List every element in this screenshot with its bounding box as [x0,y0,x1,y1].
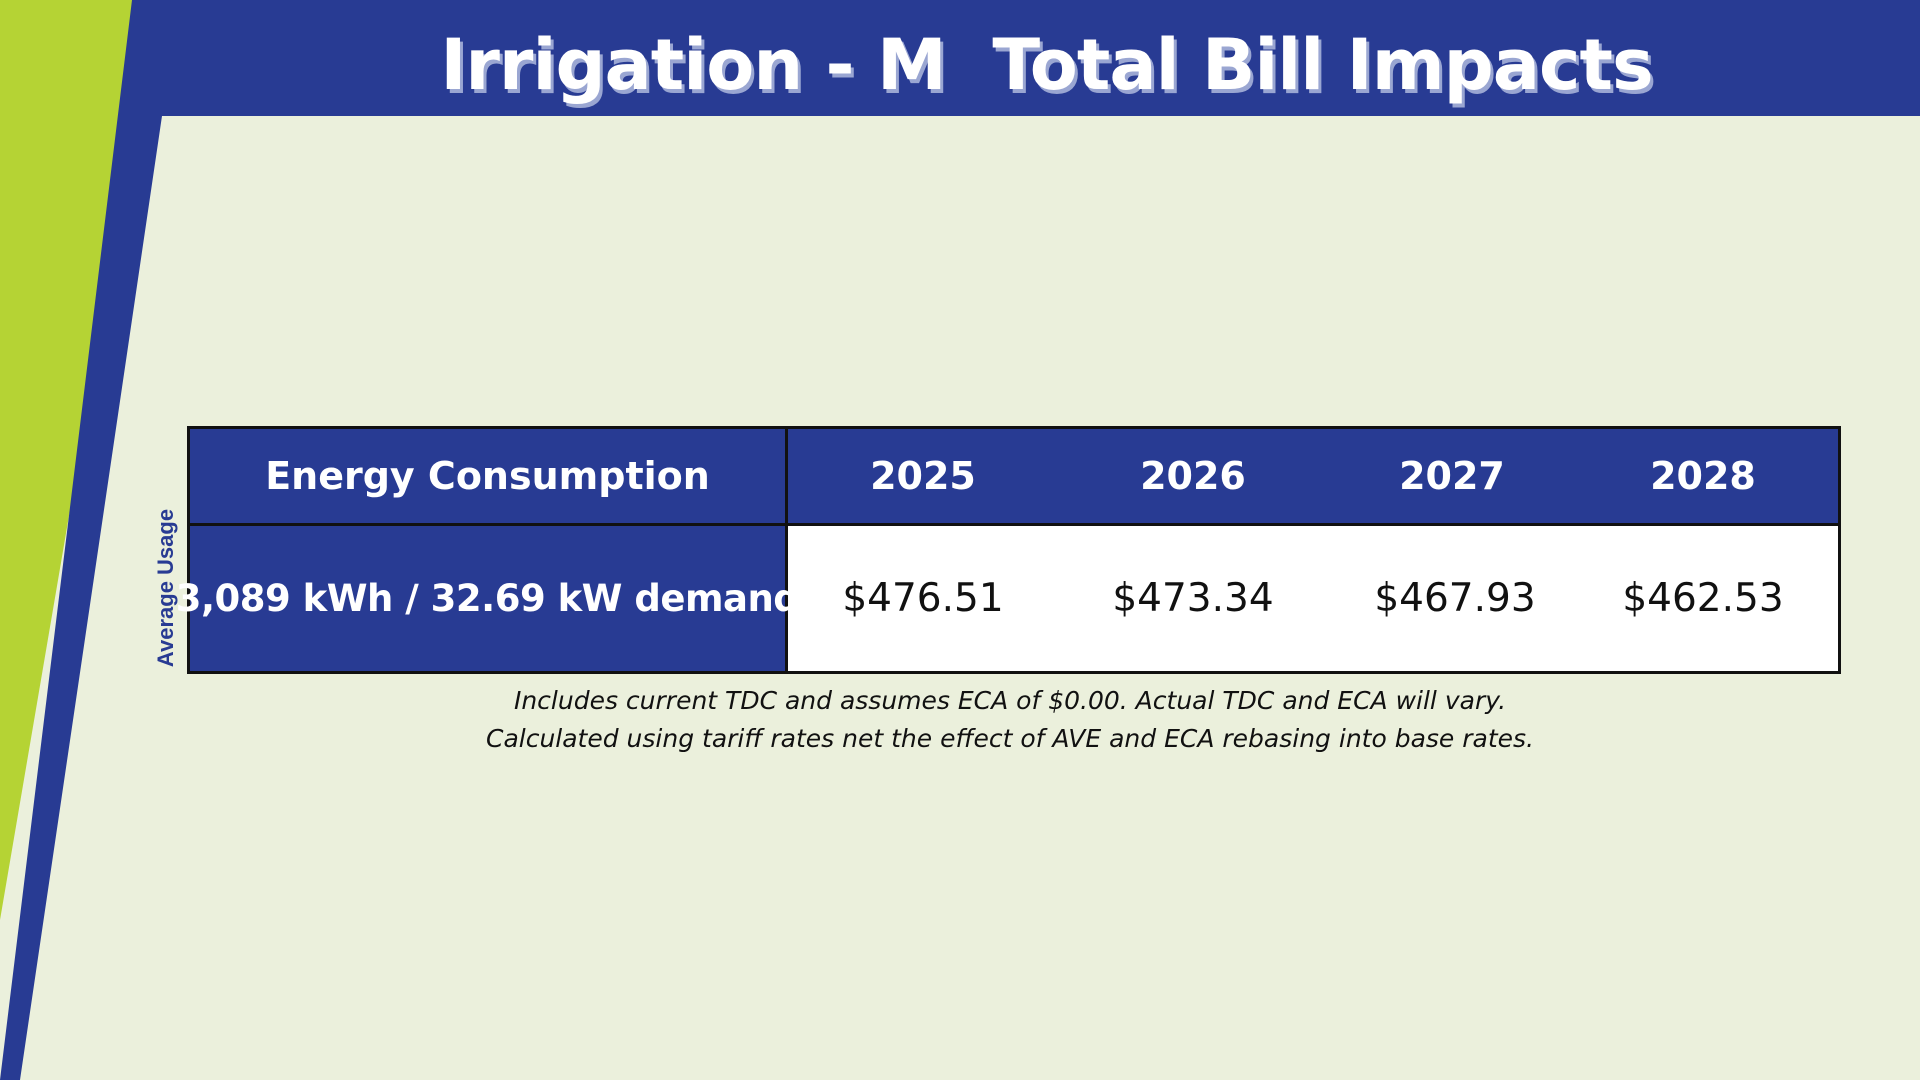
value-2026: $473.34 [1112,576,1274,621]
header-energy-consumption: Energy Consumption [265,454,710,498]
footnote-line-1: Includes current TDC and assumes ECA of … [513,686,1507,715]
page-title: Irrigation - M Total Bill Impacts [440,24,1653,106]
value-2025: $476.51 [842,576,1004,621]
column-divider [785,429,788,671]
title-bar [0,0,1920,116]
value-2027: $467.93 [1374,576,1536,621]
footnote-line-2: Calculated using tariff rates net the ef… [485,724,1535,753]
header-year-2028: 2028 [1650,454,1756,498]
side-decoration [0,0,162,1080]
header-year-2025: 2025 [870,454,976,498]
header-year-2026: 2026 [1140,454,1246,498]
navy-stripe [0,0,162,1080]
row-divider [190,523,1838,526]
value-2028: $462.53 [1622,576,1784,621]
values-area [788,526,1838,671]
bill-impact-table: Energy Consumption 2025 2026 2027 2028 3… [175,426,1841,674]
usage-row-label: 3,089 kWh / 32.69 kW demand [175,577,800,620]
header-year-2027: 2027 [1399,454,1505,498]
